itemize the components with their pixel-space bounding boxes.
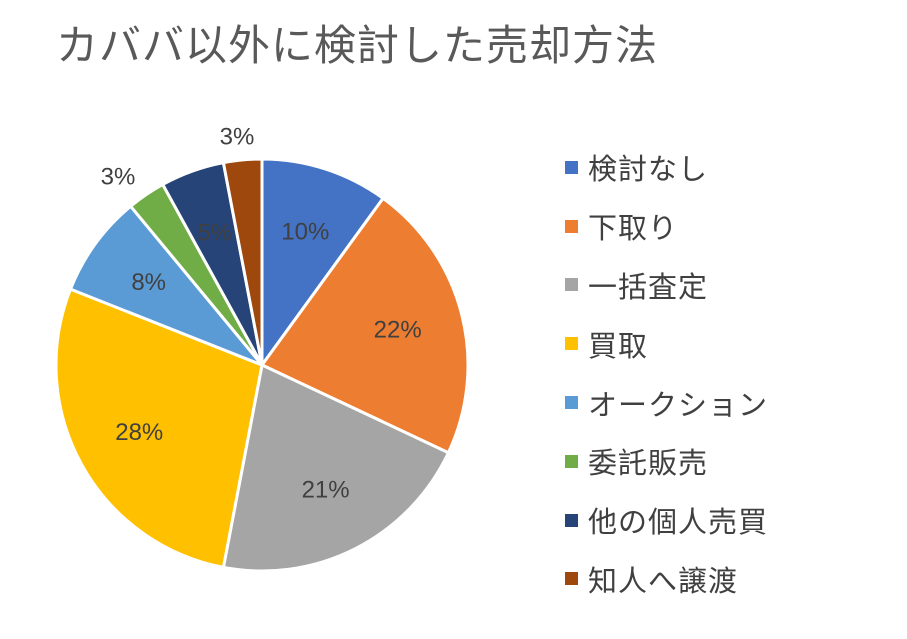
data-label: 8% — [131, 269, 166, 296]
pie-slice — [54, 287, 264, 570]
pie-slice — [260, 157, 386, 370]
legend-label: 委託販売 — [588, 446, 709, 481]
legend-swatch — [565, 219, 578, 233]
data-label: 22% — [374, 317, 422, 344]
data-label: 3% — [101, 164, 136, 191]
legend-item: 下取り — [565, 197, 768, 256]
legend-swatch — [565, 337, 578, 351]
legend-label: オークション — [588, 387, 769, 422]
legend-item: 一括査定 — [565, 256, 768, 315]
legend-item: 他の個人売買 — [565, 491, 768, 550]
data-label: 3% — [220, 124, 255, 151]
legend-label: 下取り — [588, 211, 679, 246]
legend-swatch — [565, 160, 578, 174]
chart-title: カババ以外に検討した売却方法 — [56, 21, 659, 70]
legend-swatch — [565, 396, 578, 410]
legend-item: オークション — [565, 373, 768, 432]
legend-label: 買取 — [588, 328, 649, 363]
data-label: 10% — [281, 218, 329, 245]
legend-label: 検討なし — [588, 152, 709, 187]
legend-swatch — [565, 572, 578, 586]
data-label: 28% — [115, 419, 163, 446]
legend-swatch — [565, 513, 578, 527]
legend-label: 他の個人売買 — [588, 505, 769, 540]
legend-swatch — [565, 278, 578, 292]
legend-item: 委託販売 — [565, 432, 768, 491]
legend-item: 知人へ譲渡 — [565, 550, 768, 609]
legend-label: 知人へ譲渡 — [588, 563, 739, 598]
legend-item: 検討なし — [565, 138, 768, 197]
pie-slice — [68, 204, 264, 367]
data-label: 21% — [302, 476, 350, 503]
legend: 検討なし下取り一括査定買取オークション 委託販売他の個人売買 知人へ譲渡 — [565, 138, 768, 608]
legend-label: 一括査定 — [588, 269, 709, 304]
pie-slice — [221, 362, 451, 573]
legend-item: 買取 — [565, 314, 768, 373]
legend-swatch — [565, 454, 578, 468]
data-label: 5% — [197, 220, 232, 247]
pie-slice — [221, 157, 264, 366]
pie-chart: 10% 22% 21% 28% 8% 3% 5% 3% — [54, 124, 470, 573]
